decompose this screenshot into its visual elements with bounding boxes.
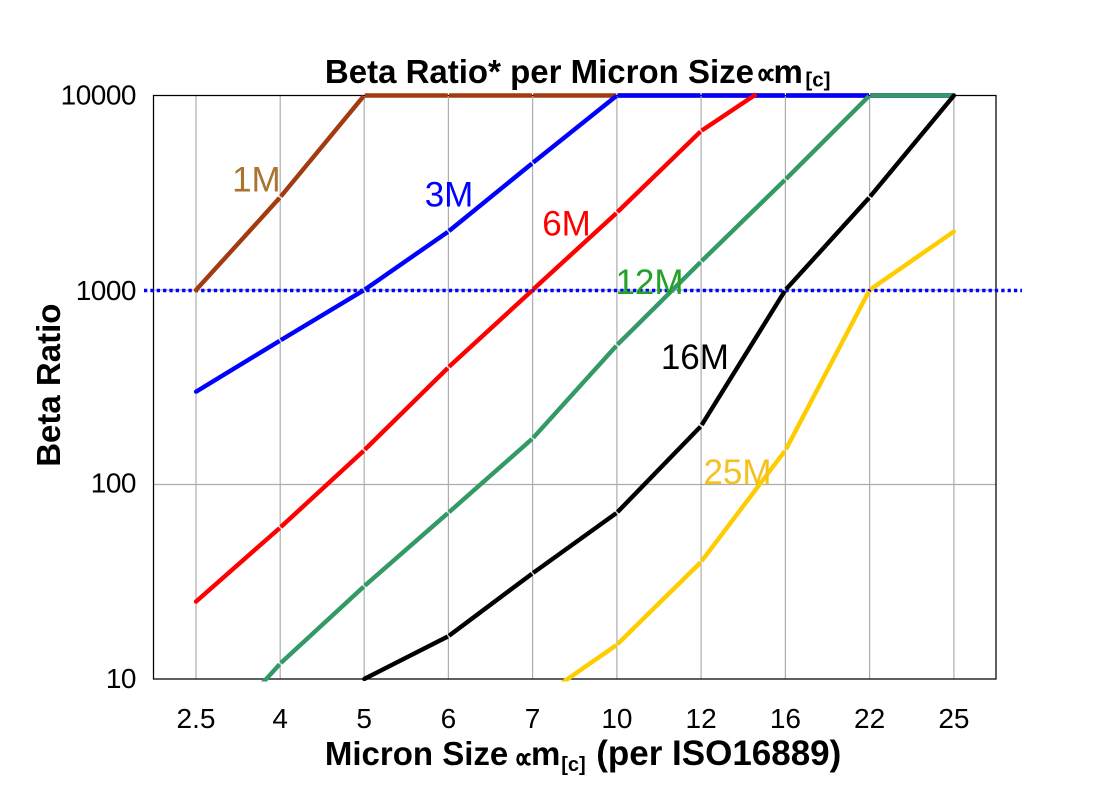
- svg-text:2.5: 2.5: [177, 703, 216, 734]
- svg-text:12: 12: [686, 703, 717, 734]
- svg-text:Beta Ratio: Beta Ratio: [30, 304, 67, 467]
- svg-text:7: 7: [525, 703, 541, 734]
- svg-text:[c]: [c]: [805, 68, 830, 91]
- svg-text:3M: 3M: [425, 176, 474, 215]
- svg-text:5: 5: [356, 703, 372, 734]
- svg-text:Micron Size: Micron Size: [325, 735, 508, 772]
- svg-text:25M: 25M: [703, 453, 771, 492]
- svg-text:16: 16: [770, 703, 801, 734]
- svg-text:4: 4: [272, 703, 288, 734]
- svg-text:12M: 12M: [615, 263, 683, 302]
- svg-text:1M: 1M: [232, 161, 281, 200]
- svg-text:[c]: [c]: [561, 754, 585, 776]
- svg-text:25: 25: [938, 703, 969, 734]
- svg-text:10000: 10000: [61, 79, 136, 110]
- svg-text:m: m: [531, 735, 560, 772]
- svg-text:(per ISO16889): (per ISO16889): [596, 734, 841, 773]
- svg-text:6: 6: [441, 703, 457, 734]
- svg-text:10: 10: [106, 663, 136, 694]
- svg-text:1000: 1000: [76, 275, 136, 306]
- svg-text:6M: 6M: [542, 204, 591, 243]
- svg-text:16M: 16M: [661, 338, 729, 377]
- svg-text:m: m: [774, 53, 803, 90]
- svg-text:22: 22: [854, 703, 885, 734]
- svg-text:Beta Ratio* per Micron Size: Beta Ratio* per Micron Size: [325, 53, 754, 90]
- svg-text:100: 100: [91, 468, 136, 499]
- svg-text:10: 10: [601, 703, 632, 734]
